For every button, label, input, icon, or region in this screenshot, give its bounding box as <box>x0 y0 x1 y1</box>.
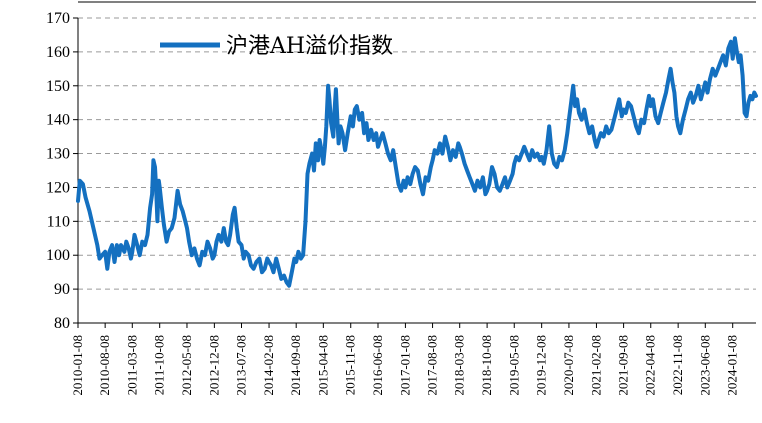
x-tick-label-2021-09-08: 2021-09-08 <box>616 335 631 396</box>
x-axis-ticks: 2010-01-08 2010-08-08 2011-03-08 2011-10-08… <box>70 323 740 396</box>
y-tick-label-100: 100 <box>46 247 70 264</box>
x-tick-label-2017-01-08: 2017-01-08 <box>397 335 412 396</box>
y-tick-label-160: 160 <box>46 44 70 61</box>
x-tick-label-2011-03-08: 2011-03-08 <box>124 335 139 395</box>
x-tick-label-2021-02-08: 2021-02-08 <box>588 335 603 396</box>
y-tick-label-80: 80 <box>54 315 70 332</box>
x-tick-label-2012-12-08: 2012-12-08 <box>206 335 221 396</box>
x-tick-label-2016-06-08: 2016-06-08 <box>370 335 385 396</box>
x-tick-label-2015-11-08: 2015-11-08 <box>343 335 358 395</box>
x-tick-label-2024-01-08: 2024-01-08 <box>725 335 740 396</box>
x-tick-label-2019-12-08: 2019-12-08 <box>534 335 549 396</box>
y-tick-label-120: 120 <box>46 179 70 196</box>
x-tick-label-2022-04-08: 2022-04-08 <box>643 335 658 396</box>
axes <box>77 1 756 324</box>
x-tick-label-2023-06-08: 2023-06-08 <box>697 335 712 396</box>
y-tick-label-90: 90 <box>54 281 70 298</box>
x-tick-label-2014-02-08: 2014-02-08 <box>261 335 276 396</box>
y-tick-label-130: 130 <box>46 146 70 163</box>
x-tick-label-2015-04-08: 2015-04-08 <box>315 335 330 396</box>
y-tick-label-140: 140 <box>46 112 70 129</box>
x-tick-label-2017-08-08: 2017-08-08 <box>425 335 440 396</box>
x-tick-label-2018-03-08: 2018-03-08 <box>452 335 467 396</box>
legend: 沪港AH溢价指数 <box>160 34 393 59</box>
x-tick-label-2022-11-08: 2022-11-08 <box>670 335 685 395</box>
x-tick-label-2018-10-08: 2018-10-08 <box>479 335 494 396</box>
y-tick-label-150: 150 <box>46 78 70 95</box>
x-tick-label-2014-09-08: 2014-09-08 <box>288 335 303 396</box>
legend-label-hu-gang-ah-premium-index: 沪港AH溢价指数 <box>226 34 393 59</box>
y-axis-ticks: 80 90 100 110 120 130 140 150 160 170 <box>46 10 78 332</box>
x-tick-label-2020-07-08: 2020-07-08 <box>561 335 576 396</box>
x-tick-label-2013-07-08: 2013-07-08 <box>234 335 249 396</box>
y-tick-label-170: 170 <box>46 10 70 27</box>
x-tick-label-2010-01-08: 2010-01-08 <box>70 335 85 396</box>
series-layer <box>76 36 758 288</box>
x-tick-label-2010-08-08: 2010-08-08 <box>97 335 112 396</box>
x-tick-label-2019-05-08: 2019-05-08 <box>506 335 521 396</box>
x-tick-label-2012-05-08: 2012-05-08 <box>179 335 194 396</box>
series-line-0 <box>76 36 758 288</box>
grid-layer <box>78 17 756 290</box>
y-tick-label-110: 110 <box>47 213 70 230</box>
x-tick-label-2011-10-08: 2011-10-08 <box>152 335 167 395</box>
